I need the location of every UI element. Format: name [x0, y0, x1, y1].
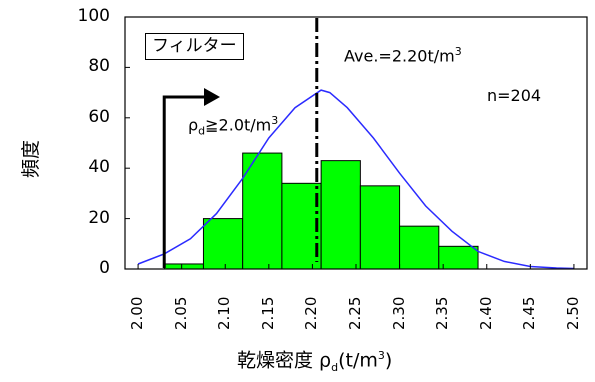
threshold-arrow	[162, 88, 220, 268]
y-tick-label: 80	[88, 56, 110, 77]
histogram-bar	[399, 225, 440, 270]
average-label: Ave.=2.20t/m3	[344, 45, 462, 66]
sample-count-label: n=204	[487, 86, 542, 105]
histogram-bar	[202, 218, 244, 270]
histogram-bar	[320, 160, 361, 270]
x-tick-label: 2.15	[258, 296, 277, 330]
x-tick-label: 2.00	[128, 296, 147, 330]
y-axis-label: 頻度	[20, 139, 42, 178]
threshold-label: ρd≧2.0t/m3	[188, 114, 279, 138]
x-tick-label: 2.45	[520, 296, 539, 330]
x-tick-label: 2.10	[215, 296, 234, 330]
x-tick-label: 2.20	[302, 296, 321, 330]
normal-distribution-curve	[137, 89, 574, 270]
y-tick-label: 40	[88, 157, 110, 178]
x-tick-label: 2.40	[476, 296, 495, 330]
x-tick-label: 2.50	[563, 296, 582, 330]
x-tick-label: 2.25	[346, 296, 364, 330]
legend-label: フィルター	[145, 33, 244, 60]
x-axis-label: 乾燥密度 ρd(t/m3)	[237, 349, 393, 375]
histogram-bar	[359, 185, 401, 270]
threshold-arrow-head	[204, 88, 220, 106]
threshold-arrow-line	[162, 95, 206, 268]
y-tick-label: 0	[99, 258, 110, 278]
y-tick-label: 20	[88, 207, 110, 228]
y-tick-label: 100	[77, 6, 110, 26]
histogram-bar	[438, 245, 479, 270]
x-tick-label: 2.30	[389, 296, 408, 330]
x-tick-label: 2.05	[171, 296, 190, 330]
histogram-bar	[163, 263, 204, 270]
histogram-bar	[281, 182, 322, 270]
y-tick-label: 60	[88, 106, 110, 127]
x-tick-label: 2.35	[433, 296, 452, 330]
